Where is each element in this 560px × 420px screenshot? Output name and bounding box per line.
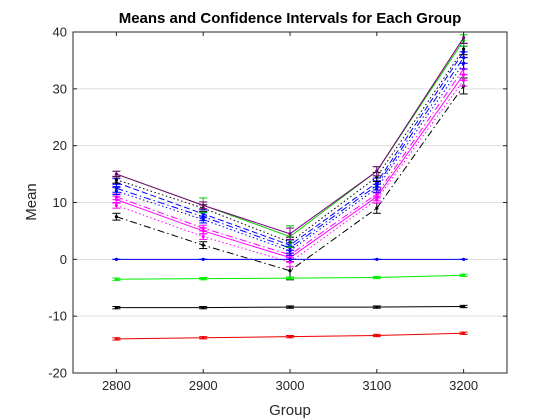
series-13 xyxy=(112,331,468,341)
x-tick-label: 3000 xyxy=(276,378,305,393)
x-tick-label: 2800 xyxy=(102,378,131,393)
data-point xyxy=(462,257,466,261)
series-12 xyxy=(112,304,468,310)
data-point xyxy=(201,257,205,261)
y-tick-label: 40 xyxy=(53,25,67,40)
y-axis-ticks: -20 -10 0 10 20 30 40 xyxy=(48,25,507,381)
x-axis-label: Group xyxy=(269,402,311,419)
data-point xyxy=(201,203,205,207)
series-11 xyxy=(112,273,468,281)
data-point xyxy=(114,215,118,219)
data-point xyxy=(288,305,292,309)
y-tick-label: 30 xyxy=(53,81,67,96)
plot-area: 2800 2900 3000 3100 3200 -20 -10 0 10 20 30 40 xyxy=(48,25,508,393)
data-point xyxy=(201,336,205,340)
data-point xyxy=(462,36,466,40)
data-point xyxy=(114,186,118,190)
data-point xyxy=(288,276,292,280)
x-axis-ticks: 2800 2900 3000 3100 3200 xyxy=(102,32,478,393)
y-tick-label: -20 xyxy=(48,366,67,381)
data-point xyxy=(288,335,292,339)
chart-title: Means and Confidence Intervals for Each … xyxy=(119,10,462,27)
data-point xyxy=(375,192,379,196)
data-point xyxy=(114,337,118,341)
data-point xyxy=(288,232,292,236)
data-point xyxy=(462,331,466,335)
series-10 xyxy=(112,257,468,261)
data-point xyxy=(375,257,379,261)
y-tick-label: 10 xyxy=(53,195,67,210)
data-point xyxy=(201,226,205,230)
data-point xyxy=(114,178,118,182)
data-point xyxy=(375,333,379,338)
data-point xyxy=(375,275,379,280)
x-tick-label: 3100 xyxy=(362,378,391,393)
series-line xyxy=(116,62,465,252)
series-9 xyxy=(112,31,468,240)
data-point xyxy=(201,235,205,239)
data-point xyxy=(462,304,466,309)
data-point xyxy=(114,172,118,176)
data-point xyxy=(375,305,379,309)
data-point xyxy=(201,306,205,310)
data-point xyxy=(375,206,379,210)
series-line xyxy=(116,85,465,272)
data-point xyxy=(201,277,205,281)
data-point xyxy=(462,273,466,277)
data-point xyxy=(114,277,118,281)
data-point xyxy=(201,243,205,247)
data-point xyxy=(114,203,118,207)
x-tick-label: 3200 xyxy=(449,378,478,393)
data-point xyxy=(288,257,292,261)
series-group xyxy=(112,31,468,341)
data-point xyxy=(114,306,118,310)
x-tick-label: 2900 xyxy=(189,378,218,393)
series-line xyxy=(116,57,465,249)
data-point xyxy=(288,269,292,273)
data-point xyxy=(375,169,379,173)
y-tick-label: -10 xyxy=(48,309,67,324)
data-point xyxy=(462,47,466,51)
data-point xyxy=(114,195,118,199)
y-axis-label: Mean xyxy=(23,183,40,221)
y-tick-label: 0 xyxy=(60,252,67,267)
y-tick-label: 20 xyxy=(53,138,67,153)
series-line xyxy=(116,68,465,256)
data-point xyxy=(114,257,118,261)
